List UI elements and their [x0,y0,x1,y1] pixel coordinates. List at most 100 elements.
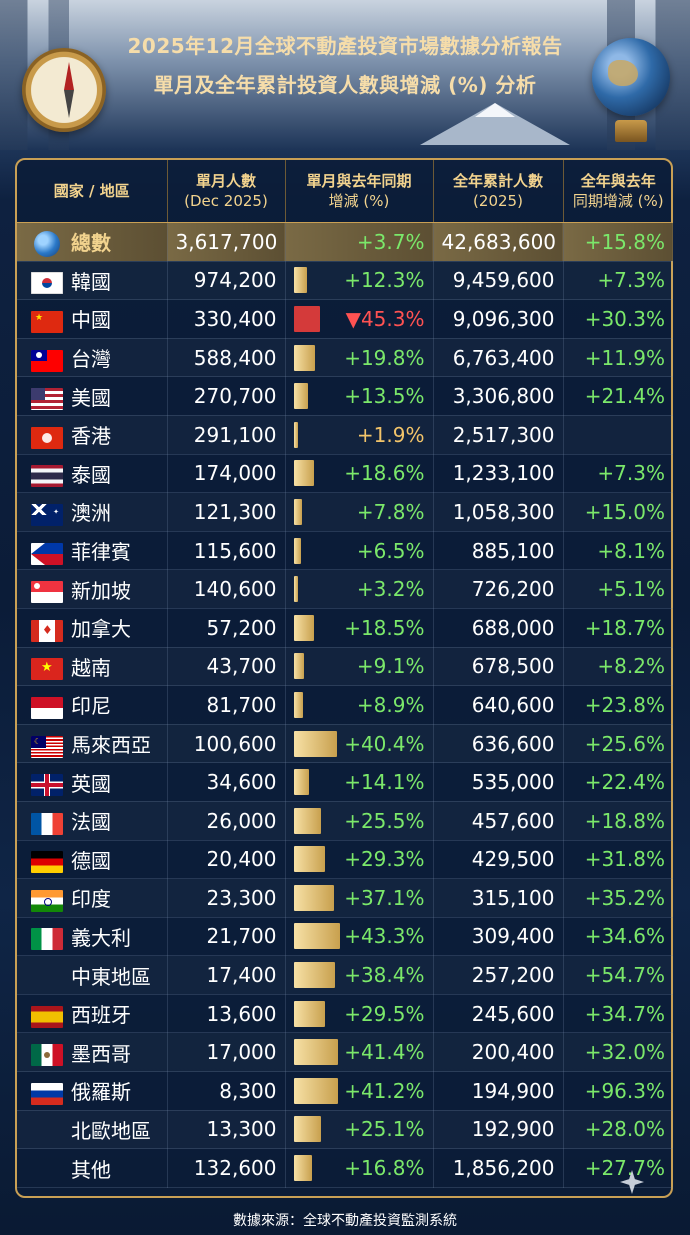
country-name: 北歐地區 [71,1118,151,1143]
annual-change: +18.7% [563,608,673,648]
country-cell: 義大利 [17,917,168,957]
change-bar [293,267,307,294]
change-bar [293,305,320,332]
table-row: 中東地區 17,400 +38.4% 257,200 +54.7% [17,955,673,995]
monthly-change-cell: +41.4% [285,1032,434,1073]
change-value: +29.3% [344,847,425,872]
monthly-count: 132,600 [167,1148,286,1188]
flag-my-icon: ☾ [31,735,63,758]
country-name: 越南 [71,655,111,680]
change-value: +3.2% [356,577,425,602]
change-bar [293,537,301,564]
change-bar [293,460,314,487]
table-row: 泰國 174,000 +18.6% 1,233,100 +7.3% [17,454,673,494]
country-name: 菲律賓 [71,540,131,565]
flag-vn-icon: ★ [31,658,63,681]
monthly-count: 100,600 [167,724,286,764]
annual-change: +5.1% [563,569,673,609]
annual-change: +25.6% [563,724,673,764]
monthly-change-cell: +18.6% [285,454,434,494]
annual-count: 192,900 [433,1110,564,1150]
annual-change: +96.3% [563,1071,673,1111]
flag-gb-icon [31,774,63,797]
monthly-count: 121,300 [167,492,286,532]
change-value: +1.9% [356,422,425,447]
country-cell: 新加坡 [17,569,168,609]
country-name: 加拿大 [71,617,131,642]
country-name: 台灣 [71,347,111,372]
monthly-count: 174,000 [167,454,286,494]
country-name: 泰國 [71,462,111,487]
change-bar [293,1039,338,1066]
title-line-1: 2025年12月全球不動產投資市場數據分析報告 [127,34,563,58]
monthly-change-cell: +6.5% [285,531,434,571]
change-bar [293,498,302,525]
annual-count: 194,900 [433,1071,564,1111]
globe-icon [592,38,670,116]
total-name-cell: 總數 [17,222,168,262]
flag-sg-icon [31,581,63,604]
table-row: 墨西哥 17,000 +41.4% 200,400 +32.0% [17,1032,673,1073]
total-row: 總數 3,617,700 +3.7% 42,683,600 +15.8% [17,222,673,262]
country-cell: 中東地區 [17,955,168,995]
country-name: 英國 [71,771,111,796]
flag-us-icon [31,388,63,411]
change-value: +8.9% [356,692,425,717]
compass-needle-north [64,62,74,90]
change-bar [293,691,303,718]
mountain-snowcap [475,103,515,117]
annual-change: +11.9% [563,338,673,378]
annual-change: +15.0% [563,492,673,532]
globe-icon [34,231,60,258]
header-monthly-change: 單月與去年同期 增減 (%) [285,160,434,223]
monthly-count: 13,600 [167,994,286,1034]
monthly-change-cell: +19.8% [285,338,434,378]
monthly-count: 23,300 [167,878,286,918]
annual-change: +21.4% [563,376,673,416]
monthly-change-cell: +40.4% [285,724,434,764]
table-row: 印度 23,300 +37.1% 315,100 +35.2% [17,878,673,918]
annual-count: 1,233,100 [433,454,564,494]
monthly-change-cell: ▼45.3% [285,299,434,339]
monthly-count: 81,700 [167,685,286,725]
monthly-count: 17,000 [167,1032,286,1073]
annual-change: +54.7% [563,955,673,995]
monthly-change-cell: +9.1% [285,647,434,687]
country-cell: ✦ 澳洲 [17,492,168,532]
country-name: 澳洲 [71,501,111,526]
annual-count: 1,856,200 [433,1148,564,1188]
globe-land [608,60,638,86]
change-bar [293,962,335,989]
country-name: 印尼 [71,694,111,719]
change-value: +18.6% [344,461,425,486]
change-value: +29.5% [344,1001,425,1026]
change-value: +43.3% [344,924,425,949]
flag-cn-icon: ★ [31,310,63,333]
change-value: +19.8% [344,345,425,370]
monthly-count: 291,100 [167,415,286,455]
monthly-count: 270,700 [167,376,286,416]
flag-es-icon [31,1005,63,1028]
change-bar [293,653,304,680]
annual-change: +32.0% [563,1032,673,1073]
monthly-change-cell: +8.9% [285,685,434,725]
annual-count: 3,306,800 [433,376,564,416]
monthly-change-cell: +16.8% [285,1148,434,1188]
country-cell: 韓國 [17,261,168,301]
flag-mx-icon [31,1044,63,1067]
table-row: ★ 越南 43,700 +9.1% 678,500 +8.2% [17,647,673,687]
total-label: 總數 [71,230,111,255]
change-value: +25.5% [344,808,425,833]
country-name: 德國 [71,848,111,873]
change-value: +12.3% [344,268,425,293]
change-bar [293,923,340,950]
table-row: 英國 34,600 +14.1% 535,000 +22.4% [17,762,673,802]
change-bar [293,730,337,757]
country-cell: 北歐地區 [17,1110,168,1150]
change-bar [293,769,309,796]
header-country: 國家 / 地區 [17,160,168,223]
annual-change: +28.0% [563,1110,673,1150]
country-cell: 西班牙 [17,994,168,1034]
monthly-change-cell: +13.5% [285,376,434,416]
change-bar [293,1000,325,1027]
